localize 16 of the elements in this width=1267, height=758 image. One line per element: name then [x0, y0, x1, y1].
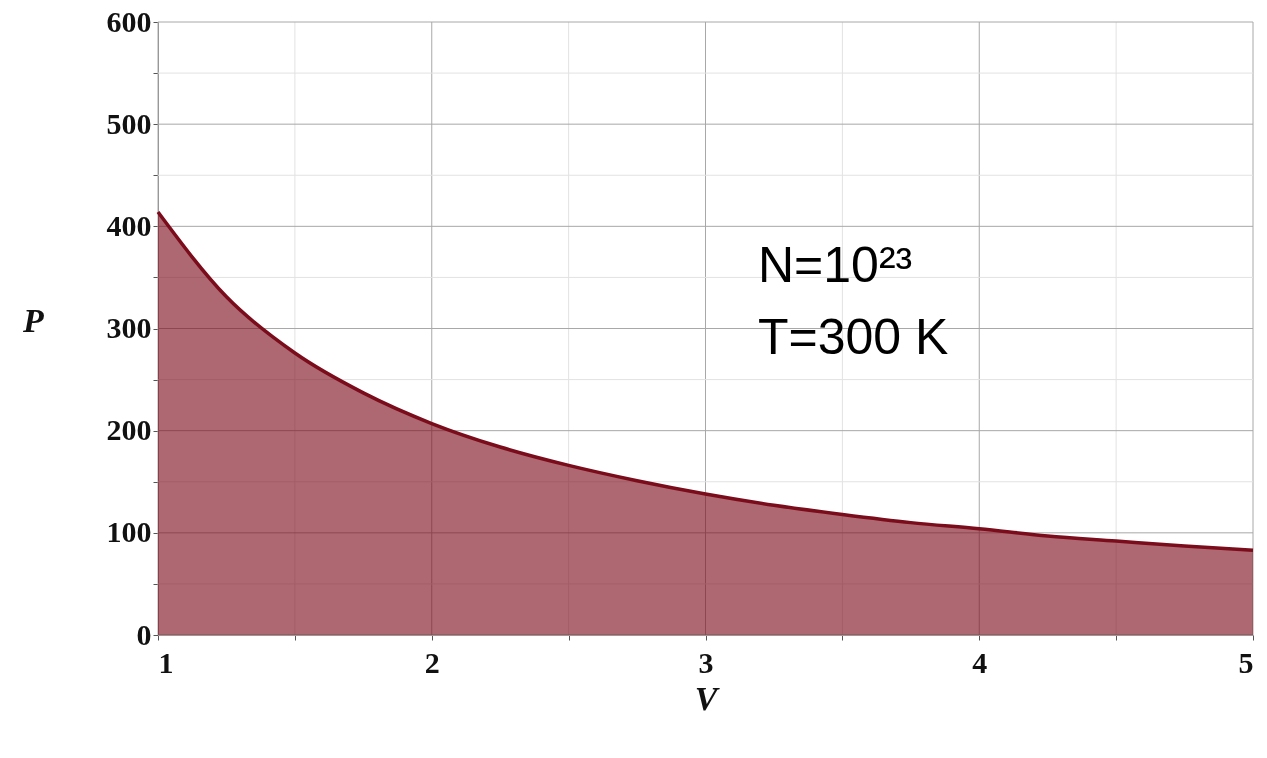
y-tick-label: 200: [106, 413, 152, 447]
annotation: N=10²³: [758, 237, 913, 293]
x-tick-label: 2: [424, 645, 440, 679]
y-tick-label: 500: [106, 106, 152, 140]
x-tick-label: 1: [158, 645, 174, 679]
y-tick-label: 100: [106, 515, 152, 549]
x-axis-title: V: [694, 679, 720, 717]
x-tick-label: 3: [698, 645, 714, 679]
annotation: T=300 K: [758, 309, 949, 365]
y-tick-label: 600: [106, 4, 152, 38]
y-tick-label: 0: [136, 617, 152, 651]
x-tick-label: 4: [972, 645, 988, 679]
y-axis-title: P: [22, 302, 45, 339]
y-tick-label: 300: [106, 311, 152, 344]
y-tick-label: 400: [106, 208, 152, 242]
x-tick-label: 5: [1238, 645, 1254, 679]
